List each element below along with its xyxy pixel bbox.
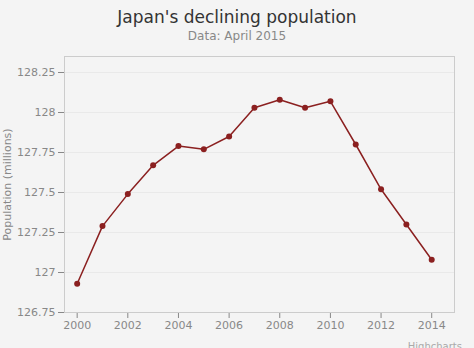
svg-text:2000: 2000 xyxy=(63,319,91,332)
svg-text:2010: 2010 xyxy=(316,319,344,332)
svg-text:2006: 2006 xyxy=(215,319,243,332)
svg-text:2008: 2008 xyxy=(266,319,294,332)
svg-text:128.25: 128.25 xyxy=(17,66,56,79)
svg-text:2002: 2002 xyxy=(114,319,142,332)
svg-text:127.25: 127.25 xyxy=(17,226,56,239)
svg-text:127.5: 127.5 xyxy=(24,186,56,199)
svg-text:128: 128 xyxy=(35,106,56,119)
html-text:Data: April 2015: Data: April 2015 xyxy=(187,29,287,43)
html-text:Japan's declining population: Japan's declining population xyxy=(117,7,357,27)
svg-text:Population (millions): Population (millions) xyxy=(1,128,14,240)
svg-text:2014: 2014 xyxy=(418,319,446,332)
svg-text:127.75: 127.75 xyxy=(17,146,56,159)
svg-text:2012: 2012 xyxy=(367,319,395,332)
svg-text:127: 127 xyxy=(35,266,56,279)
svg-text:2004: 2004 xyxy=(164,319,192,332)
svg-text:126.75: 126.75 xyxy=(17,306,56,319)
